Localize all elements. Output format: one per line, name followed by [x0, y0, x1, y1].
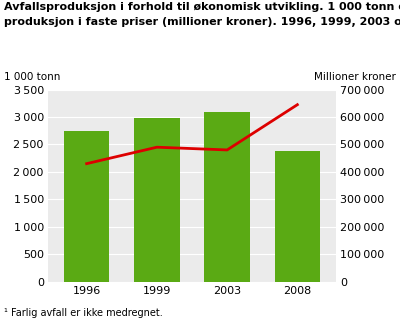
Text: Millioner kroner: Millioner kroner — [314, 72, 396, 82]
Text: ¹ Farlig avfall er ikke medregnet.: ¹ Farlig avfall er ikke medregnet. — [4, 308, 163, 318]
Bar — [64, 131, 110, 282]
Bar — [274, 151, 320, 282]
Text: 1 000 tonn: 1 000 tonn — [4, 72, 60, 82]
Text: Avfallsproduksjon i forhold til økonomisk utvikling. 1 000 tonn og: Avfallsproduksjon i forhold til økonomis… — [4, 2, 400, 12]
Bar — [134, 118, 180, 282]
Text: produksjon i faste priser (millioner kroner). 1996, 1999, 2003 og 2008¹: produksjon i faste priser (millioner kro… — [4, 17, 400, 27]
Bar — [204, 112, 250, 282]
